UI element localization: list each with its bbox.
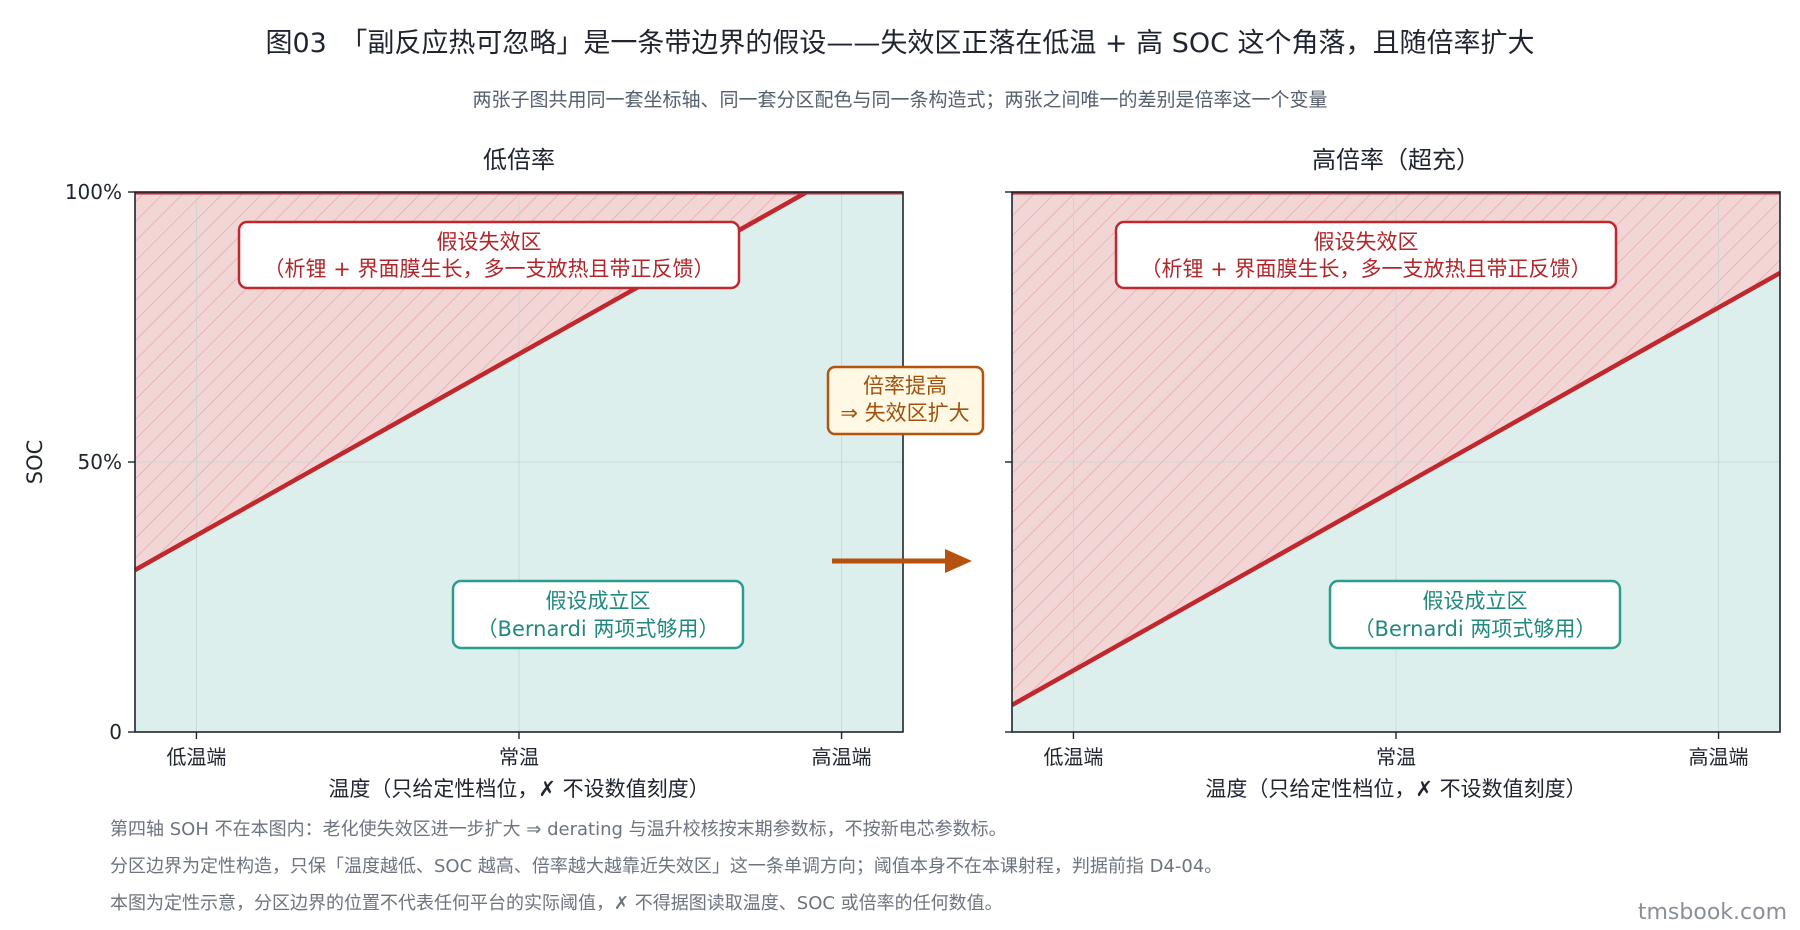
badge-line-1: 倍率提高	[863, 374, 947, 398]
y-tick-label: 0	[109, 720, 122, 744]
y-tick-label: 100%	[65, 180, 122, 204]
watermark: tmsbook.com	[1638, 900, 1787, 925]
x-tick-label: 常温	[499, 745, 539, 769]
failure-label-box	[237, 220, 741, 290]
panel-title: 高倍率（超充）	[1312, 146, 1480, 174]
note-2: 分区边界为定性构造，只保「温度越低、SOC 越高、倍率越大越靠近失效区」这一条单…	[110, 856, 1222, 877]
figure-subtitle: 两张子图共用同一套坐标轴、同一套分区配色与同一条构造式；两张之间唯一的差别是倍率…	[472, 89, 1327, 111]
valid-label-line-1: 假设成立区	[546, 589, 651, 613]
boundary-line	[135, 192, 812, 572]
note-1: 第四轴 SOH 不在本图内：老化使失效区进一步扩大 ⇒ derating 与温升…	[110, 819, 1007, 840]
x-tick-label: 常温	[1376, 745, 1416, 769]
x-tick-label: 高温端	[812, 745, 872, 769]
y-tick-label: 50%	[78, 450, 122, 474]
x-axis-label: 温度（只给定性档位，✗ 不设数值刻度）	[328, 777, 709, 801]
x-tick-label: 低温端	[1043, 745, 1103, 769]
panel-title: 低倍率	[483, 146, 555, 174]
failure-label-line-1: 假设失效区	[1314, 230, 1419, 254]
boundary-line	[1012, 271, 1780, 707]
chart-panel-2: 低温端 常温 高温端 高倍率（超充） 温度（只给定性档位，✗ 不设数值刻度） 假设失效区 （…	[1005, 146, 1781, 801]
failure-label-box	[1114, 220, 1618, 290]
failure-label-line-1: 假设失效区	[437, 230, 542, 254]
failure-label-line-2: （析锂 + 界面膜生长，多一支放热且带正反馈）	[264, 257, 715, 281]
failure-label-line-2: （析锂 + 界面膜生长，多一支放热且带正反馈）	[1141, 257, 1592, 281]
figure-title: 图03 「副反应热可忽略」是一条带边界的假设——失效区正落在低温 + 高 SOC…	[265, 28, 1534, 59]
transition-arrow	[832, 549, 972, 573]
valid-label-line-2: （Bernardi 两项式够用）	[477, 617, 720, 641]
y-axis-label: SOC	[23, 440, 47, 485]
x-tick-label: 低温端	[166, 745, 226, 769]
valid-label-box	[1328, 579, 1622, 650]
transition-badge: 倍率提高 ⇒ 失效区扩大	[826, 365, 985, 436]
note-3: 本图为定性示意，分区边界的位置不代表任何平台的实际阈值，✗ 不得据图读取温度、S…	[110, 893, 1003, 914]
valid-label-line-1: 假设成立区	[1423, 589, 1528, 613]
x-tick-label: 高温端	[1689, 745, 1749, 769]
valid-label-box	[451, 579, 745, 650]
badge-line-2: ⇒ 失效区扩大	[840, 401, 969, 425]
valid-label-line-2: （Bernardi 两项式够用）	[1354, 617, 1597, 641]
x-axis-label: 温度（只给定性档位，✗ 不设数值刻度）	[1205, 777, 1586, 801]
